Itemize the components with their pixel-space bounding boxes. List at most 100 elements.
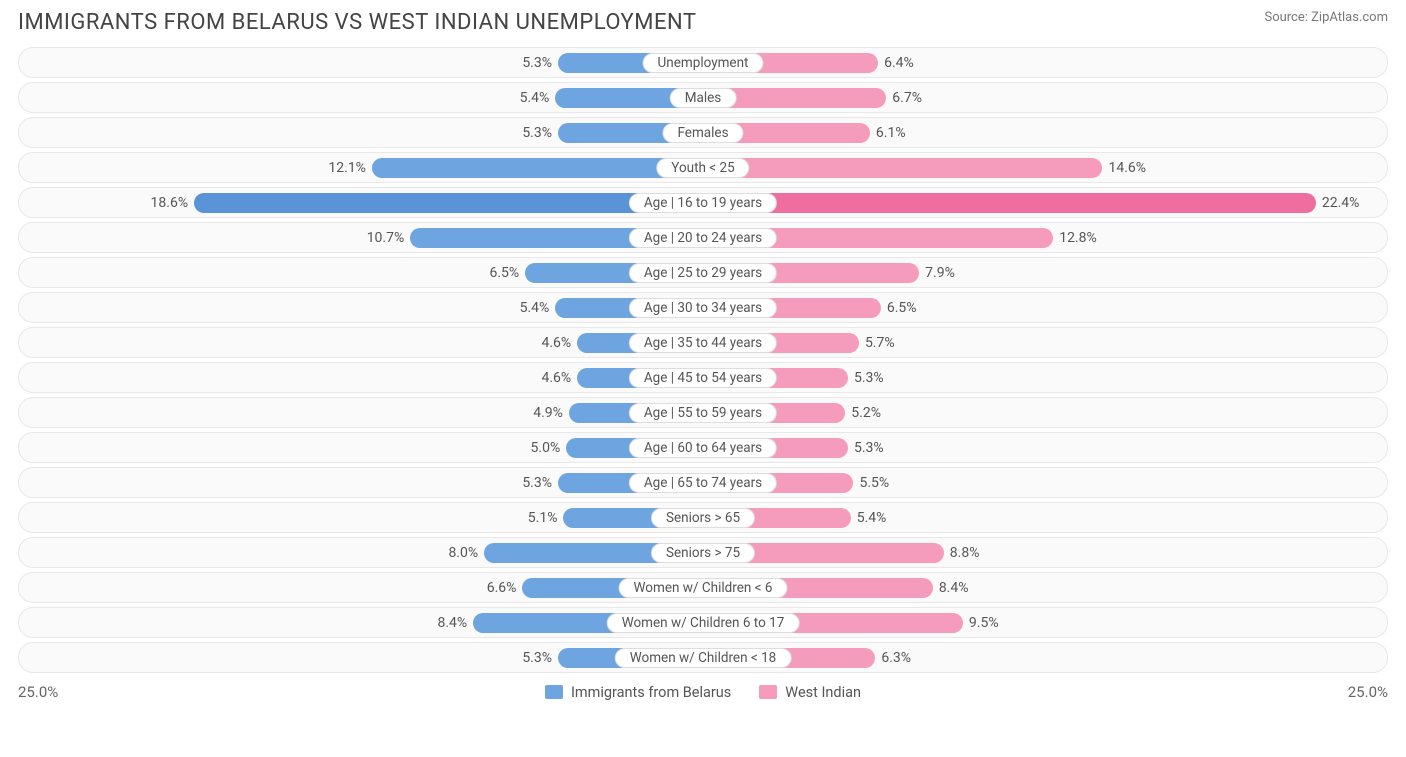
chart-row: 5.4% 6.5% Age | 30 to 34 years — [18, 292, 1388, 323]
legend: Immigrants from Belarus West Indian — [545, 684, 861, 701]
bar-left — [372, 158, 703, 178]
value-right: 9.5% — [969, 615, 999, 631]
row-right-half: 14.6% — [703, 153, 1387, 182]
value-left: 4.9% — [533, 405, 563, 421]
row-left-half: 5.3% — [19, 48, 703, 77]
chart-row: 18.6% 22.4% Age | 16 to 19 years — [18, 187, 1388, 218]
category-pill: Age | 65 to 74 years — [629, 473, 777, 493]
chart-row: 5.0%5.3%Age | 60 to 64 years — [18, 432, 1388, 463]
chart-row: 4.6%5.7%Age | 35 to 44 years — [18, 327, 1388, 358]
chart-row: 5.3%6.4%Unemployment — [18, 47, 1388, 78]
chart-row: 5.1%5.4%Seniors > 65 — [18, 502, 1388, 533]
value-right: 8.4% — [939, 580, 969, 596]
row-right-half: 6.5% — [703, 293, 1387, 322]
row-right-half: 5.4% — [703, 503, 1387, 532]
bar-left — [194, 193, 703, 213]
value-left: 6.5% — [489, 265, 519, 281]
value-right: 7.9% — [925, 265, 955, 281]
row-left-half: 18.6% — [19, 188, 703, 217]
axis-row: 25.0% Immigrants from Belarus West India… — [0, 677, 1406, 701]
value-left: 5.4% — [520, 300, 550, 316]
legend-swatch-left — [545, 685, 563, 699]
row-left-half: 5.3% — [19, 468, 703, 497]
value-right: 5.4% — [857, 510, 887, 526]
row-right-half: 6.7% — [703, 83, 1387, 112]
row-left-half: 4.6% — [19, 363, 703, 392]
row-left-half: 12.1% — [19, 153, 703, 182]
value-left: 5.3% — [522, 125, 552, 141]
category-pill: Age | 55 to 59 years — [629, 403, 777, 423]
chart-area: 5.3%6.4%Unemployment 5.4% 6.7% Males 5.3% 6.1… — [0, 39, 1406, 673]
row-right-half: 22.4% — [703, 188, 1387, 217]
chart-row: 5.3%5.5%Age | 65 to 74 years — [18, 467, 1388, 498]
bar-right — [703, 193, 1316, 213]
row-left-half: 10.7% — [19, 223, 703, 252]
row-left-half: 6.5% — [19, 258, 703, 287]
chart-row: 4.9% 5.2% Age | 55 to 59 years — [18, 397, 1388, 428]
value-left: 12.1% — [328, 160, 366, 176]
row-left-half: 8.4% — [19, 608, 703, 637]
category-pill: Age | 20 to 24 years — [629, 228, 777, 248]
category-pill: Females — [662, 123, 743, 143]
chart-row: 6.6%8.4%Women w/ Children < 6 — [18, 572, 1388, 603]
value-left: 8.4% — [438, 615, 468, 631]
category-pill: Youth < 25 — [656, 158, 749, 178]
value-left: 5.1% — [528, 510, 558, 526]
value-left: 5.3% — [522, 475, 552, 491]
value-right: 14.6% — [1108, 160, 1146, 176]
value-right: 8.8% — [950, 545, 980, 561]
row-left-half: 8.0% — [19, 538, 703, 567]
value-right: 22.4% — [1322, 195, 1360, 211]
row-right-half: 5.3% — [703, 433, 1387, 462]
value-left: 4.6% — [541, 370, 571, 386]
row-right-half: 12.8% — [703, 223, 1387, 252]
category-pill: Age | 16 to 19 years — [629, 193, 777, 213]
chart-row: 5.3% 6.3% Women w/ Children < 18 — [18, 642, 1388, 673]
value-right: 5.7% — [865, 335, 895, 351]
category-pill: Age | 30 to 34 years — [629, 298, 777, 318]
bar-right — [703, 158, 1102, 178]
axis-max-left: 25.0% — [18, 683, 58, 701]
row-right-half: 6.3% — [703, 643, 1387, 672]
chart-row: 10.7% 12.8% Age | 20 to 24 years — [18, 222, 1388, 253]
value-right: 5.3% — [854, 370, 884, 386]
chart-row: 8.0%8.8%Seniors > 75 — [18, 537, 1388, 568]
row-right-half: 5.2% — [703, 398, 1387, 427]
value-right: 12.8% — [1059, 230, 1097, 246]
value-right: 6.1% — [876, 125, 906, 141]
source-attribution: Source: ZipAtlas.com — [1264, 10, 1388, 25]
legend-item-left: Immigrants from Belarus — [545, 684, 731, 701]
chart-row: 12.1% 14.6% Youth < 25 — [18, 152, 1388, 183]
legend-label-right: West Indian — [785, 684, 861, 701]
value-left: 5.3% — [522, 650, 552, 666]
value-left: 8.0% — [448, 545, 478, 561]
legend-item-right: West Indian — [759, 684, 861, 701]
row-right-half: 8.8% — [703, 538, 1387, 567]
category-pill: Women w/ Children < 18 — [615, 648, 792, 668]
row-left-half: 4.9% — [19, 398, 703, 427]
value-left: 5.4% — [520, 90, 550, 106]
value-right: 6.5% — [887, 300, 917, 316]
chart-row: 5.4% 6.7% Males — [18, 82, 1388, 113]
category-pill: Unemployment — [643, 53, 764, 73]
value-right: 5.3% — [854, 440, 884, 456]
category-pill: Males — [670, 88, 737, 108]
category-pill: Age | 45 to 54 years — [629, 368, 777, 388]
row-left-half: 5.3% — [19, 643, 703, 672]
value-right: 6.7% — [892, 90, 922, 106]
legend-swatch-right — [759, 685, 777, 699]
category-pill: Women w/ Children 6 to 17 — [607, 613, 800, 633]
row-right-half: 5.3% — [703, 363, 1387, 392]
value-left: 18.6% — [151, 195, 189, 211]
value-right: 6.3% — [881, 650, 911, 666]
title-bar: IMMIGRANTS FROM BELARUS VS WEST INDIAN U… — [0, 0, 1406, 39]
category-pill: Age | 25 to 29 years — [629, 263, 777, 283]
value-left: 6.6% — [487, 580, 517, 596]
category-pill: Age | 35 to 44 years — [629, 333, 777, 353]
row-right-half: 9.5% — [703, 608, 1387, 637]
row-right-half: 5.7% — [703, 328, 1387, 357]
row-right-half: 7.9% — [703, 258, 1387, 287]
row-left-half: 5.4% — [19, 293, 703, 322]
value-right: 5.2% — [851, 405, 881, 421]
chart-title: IMMIGRANTS FROM BELARUS VS WEST INDIAN U… — [18, 10, 696, 35]
